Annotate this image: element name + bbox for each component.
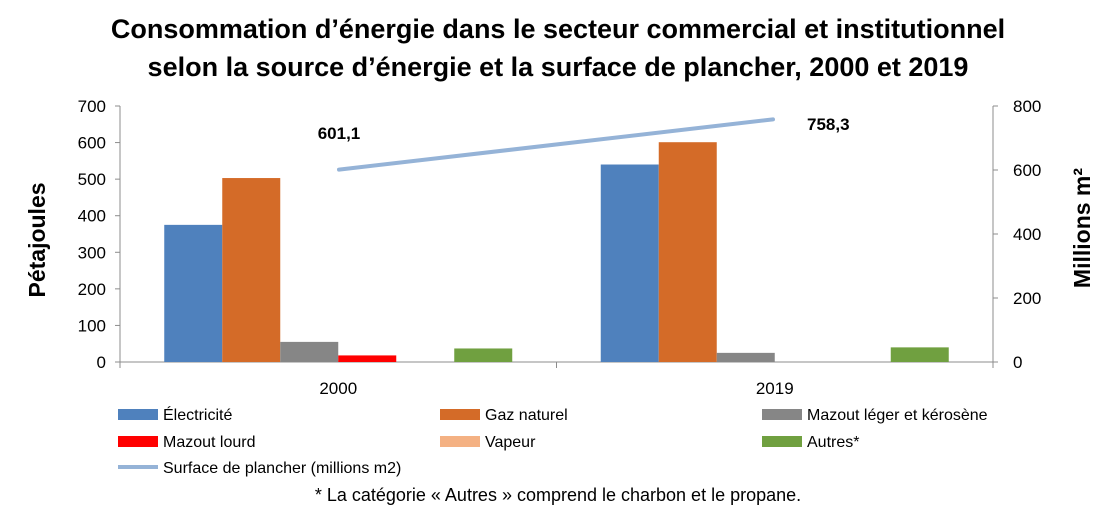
bar xyxy=(454,348,513,362)
legend-swatch xyxy=(118,436,158,447)
legend-swatch xyxy=(440,409,480,420)
bar xyxy=(658,142,717,362)
line-data-label: 601,1 xyxy=(318,124,361,143)
bar xyxy=(338,355,397,362)
legend-label: Mazout léger et kérosène xyxy=(807,407,988,424)
y-tick-label-right: 200 xyxy=(1013,289,1041,308)
legend-label: Mazout lourd xyxy=(163,434,256,451)
y-tick-label-left: 0 xyxy=(97,353,106,372)
bar xyxy=(890,347,949,362)
legend-swatch xyxy=(118,409,158,420)
y-tick-label-left: 700 xyxy=(78,97,106,116)
y-tick-label-left: 600 xyxy=(78,134,106,153)
chart-canvas: 0 100 200 300 400 500 600 700 0 200 400 600 800 2000 2… xyxy=(24,97,1095,477)
chart-title-line-2: selon la source d’énergie et la surface … xyxy=(147,52,969,82)
bar xyxy=(280,341,339,362)
line-data-label: 758,3 xyxy=(807,115,850,134)
y-tick-label-right: 0 xyxy=(1013,353,1022,372)
bar xyxy=(716,352,775,362)
bar xyxy=(164,224,223,362)
y-axis-title-left: Pétajoules xyxy=(24,182,50,297)
y-tick-label-right: 400 xyxy=(1013,225,1041,244)
line-series-floor-area xyxy=(337,117,775,172)
legend-swatch xyxy=(762,436,802,447)
x-category-label: 2000 xyxy=(319,379,357,398)
y-tick-label-left: 300 xyxy=(78,243,106,262)
y-tick-label-left: 100 xyxy=(78,316,106,335)
y-tick-label-left: 500 xyxy=(78,170,106,189)
y-axis-title-right: Millions m² xyxy=(1069,168,1095,288)
y-tick-label-right: 600 xyxy=(1013,161,1041,180)
legend-label: Électricité xyxy=(163,405,232,424)
footnote: * La catégorie « Autres » comprend le ch… xyxy=(314,485,802,505)
legend-label: Autres* xyxy=(807,434,859,451)
legend-swatch xyxy=(762,409,802,420)
legend-label: Surface de plancher (millions m2) xyxy=(163,460,401,477)
y-tick-label-left: 400 xyxy=(78,207,106,226)
bar xyxy=(222,178,281,362)
y-tick-label-right: 800 xyxy=(1013,97,1041,116)
y-tick-label-left: 200 xyxy=(78,280,106,299)
x-category-label: 2019 xyxy=(756,379,794,398)
bar xyxy=(600,164,659,362)
chart-title-line-1: Consommation d’énergie dans le secteur c… xyxy=(110,14,1006,44)
legend-swatch xyxy=(440,436,480,447)
chart-title: Consommation d’énergie dans le secteur c… xyxy=(0,10,1116,86)
legend-label: Vapeur xyxy=(485,434,536,451)
legend-label: Gaz naturel xyxy=(485,407,568,424)
